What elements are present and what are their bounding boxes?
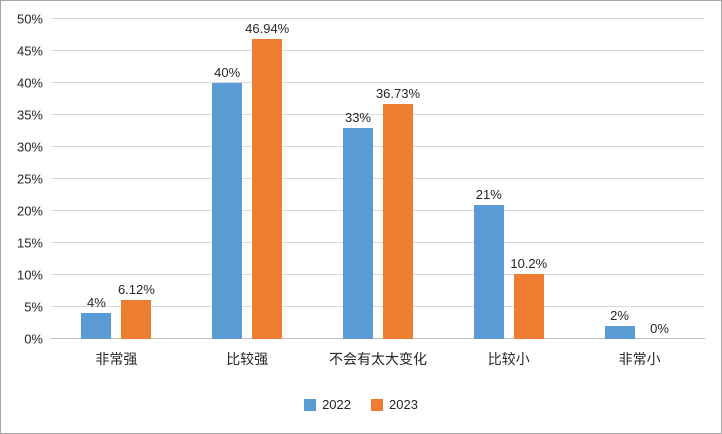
bar-rect-2022 [342,127,373,339]
plot-area: 4% 6.12% 40% 46.94% 33% 36.73% 21% 10.2% 2% 0% [51,18,705,339]
bar-rect-2022 [473,204,504,339]
y-tick-label: 45% [16,43,43,59]
bar-value-label: 40% [214,65,241,80]
bar-group-0: 4% 6.12% [51,19,182,339]
bar-2023-1: 46.94% [245,19,289,339]
gridline [51,210,705,211]
bar-rect-2022 [604,326,635,339]
bar-value-label: 6.12% [117,281,155,297]
x-category-label: 非常小 [618,351,661,367]
bar-rect-2023 [513,273,544,339]
y-tick-label: 35% [16,107,43,123]
bar-2022-1: 40% [210,19,244,339]
y-axis: 0% 5% 10% 15% 20% 25% 30% 35% 40% 45% 50% [13,12,51,347]
legend: 2022 2023 [1,397,721,412]
y-tick-label: 5% [24,299,43,315]
x-axis: 非常强 比较强 不会有太大变化 比较小 非常小 [51,349,705,369]
bar-2023-0: 6.12% [117,19,155,339]
x-category-label: 比较小 [487,351,530,367]
gridline [51,146,705,147]
bar-value-label: 0% [650,321,669,336]
gridline [51,50,705,51]
bar-value-label: 10.2% [510,255,548,271]
bar-2022-0: 4% [79,19,113,339]
bar-2023-4: 0% [643,19,677,339]
bar-rect-2022 [212,83,243,339]
y-tick-label: 30% [16,139,43,155]
legend-swatch-2023 [371,398,383,411]
legend-item-2023: 2023 [371,397,418,412]
bar-2022-3: 21% [472,19,506,339]
bar-rect-2023 [121,299,152,339]
gridline [51,274,705,275]
gridline [51,82,705,83]
legend-swatch-2022 [304,398,317,411]
bar-value-label: 4% [86,295,106,311]
bar-group-1: 40% 46.94% [182,19,313,339]
bar-2022-4: 2% [603,19,637,339]
y-tick-label: 25% [16,171,43,187]
x-category-label: 非常强 [95,351,138,367]
bar-value-label: 46.94% [245,20,290,36]
legend-label: 2023 [389,397,418,412]
bar-2022-2: 33% [341,19,375,339]
bar-2023-3: 10.2% [510,19,548,339]
gridline [51,114,705,115]
y-tick-label: 40% [16,75,43,91]
legend-label: 2022 [322,397,351,412]
gridline [51,242,705,243]
gridline [51,18,705,19]
gridline [51,178,705,179]
gridline [51,306,705,307]
x-category-label: 比较强 [226,351,269,367]
bar-groups: 4% 6.12% 40% 46.94% 33% 36.73% 21% 10.2% 2% 0% [51,19,705,339]
y-tick-label: 50% [16,11,43,27]
bar-rect-2023 [382,103,413,339]
bar-value-label: 21% [475,186,502,202]
y-tick-label: 20% [16,203,43,219]
bar-2023-2: 36.73% [376,19,420,339]
y-tick-label: 10% [16,267,43,283]
bar-value-label: 36.73% [375,85,421,101]
bar-value-label: 33% [344,109,371,125]
bar-value-label: 2% [610,308,629,324]
chart-body: 0% 5% 10% 15% 20% 25% 30% 35% 40% 45% 50% 4% 6.12% 4… [13,12,705,347]
y-tick-label: 15% [16,235,43,251]
bar-rect-2022 [81,313,112,339]
bar-rect-2023 [252,38,283,339]
y-tick-label: 0% [24,331,43,347]
legend-item-2022: 2022 [304,397,351,412]
bar-group-4: 2% 0% [574,19,705,339]
bar-group-2: 33% 36.73% [313,19,444,339]
x-category-label: 不会有太大变化 [328,351,427,367]
bar-group-3: 21% 10.2% [443,19,574,339]
x-axis-line [51,338,705,339]
